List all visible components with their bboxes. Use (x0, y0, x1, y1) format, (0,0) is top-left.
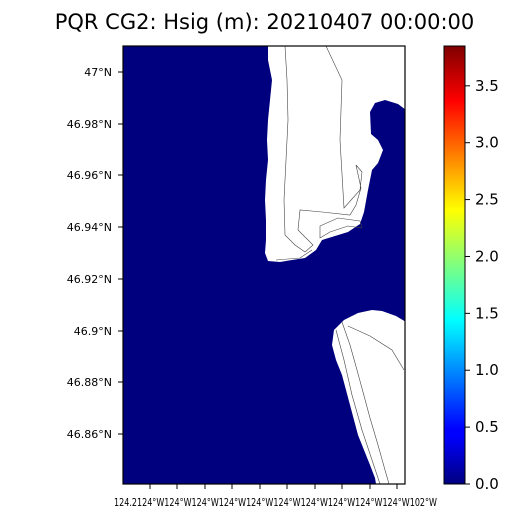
colorbar-tick-label: 1.5 (475, 304, 499, 322)
colorbar-tick-label: 0.0 (475, 475, 499, 493)
colorbar-tick-label: 3.5 (475, 77, 499, 95)
lat-tick-label: 46.92°N (67, 273, 112, 286)
lat-tick-label: 46.94°N (67, 221, 112, 234)
lat-tick-label: 46.88°N (67, 376, 112, 389)
longitude-axis (149, 484, 398, 489)
colorbar-tick-label: 0.5 (475, 418, 499, 436)
lon-tick-labels: 124.2124°W124°W124°W124°W124°W124°W124°W… (114, 496, 437, 509)
latitude-axis: 47°N 46.98°N 46.96°N 46.94°N 46.92°N 46.… (67, 66, 123, 441)
plot-title: PQR CG2: Hsig (m): 20210407 00:00:00 (54, 10, 475, 34)
colorbar-axis: 0.0 0.5 1.0 1.5 2.0 2.5 3.0 3.5 (465, 77, 499, 493)
map-frame (122, 45, 406, 485)
colorbar-tick-label: 2.5 (475, 191, 499, 209)
colorbar (443, 45, 466, 485)
lat-tick-label: 47°N (84, 66, 112, 79)
lat-tick-label: 46.96°N (67, 169, 112, 182)
lat-tick-label: 46.9°N (74, 325, 112, 338)
colorbar-tick-label: 2.0 (475, 247, 499, 265)
lat-tick-label: 46.98°N (67, 118, 112, 131)
coastline-lines (275, 46, 405, 484)
colorbar-tick-label: 3.0 (475, 134, 499, 152)
south-landmass (332, 310, 405, 484)
north-landmass (265, 46, 405, 262)
colorbar-tick-label: 1.0 (475, 361, 499, 379)
south-notch (370, 292, 386, 298)
lat-tick-label: 46.86°N (67, 428, 112, 441)
